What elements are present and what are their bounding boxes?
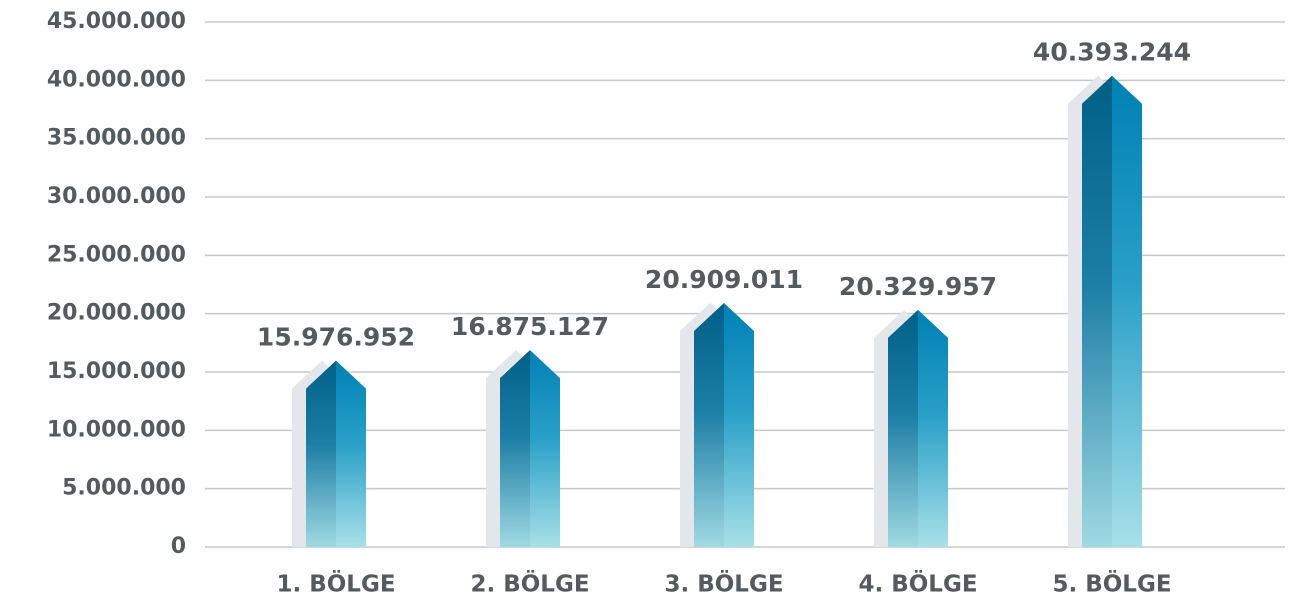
value-label: 20.909.011 <box>645 265 803 294</box>
y-tick-label: 20.000.000 <box>47 301 186 326</box>
x-tick-label: 2. BÖLGE <box>470 570 589 598</box>
bar-right <box>724 303 754 547</box>
bar-right <box>336 360 366 547</box>
value-label: 16.875.127 <box>451 312 609 341</box>
bar <box>500 350 560 547</box>
y-tick-label: 0 <box>171 534 186 559</box>
y-tick-label: 35.000.000 <box>47 126 186 151</box>
bar-left <box>306 360 336 547</box>
bar-right <box>530 350 560 547</box>
x-tick-label: 3. BÖLGE <box>664 570 783 598</box>
bar-right <box>1112 75 1142 547</box>
bar-left <box>500 350 530 547</box>
bar-right <box>918 309 948 547</box>
y-tick-label: 15.000.000 <box>47 359 186 384</box>
bar-left <box>694 303 724 547</box>
x-tick-label: 1. BÖLGE <box>276 570 395 598</box>
y-tick-label: 45.000.000 <box>47 9 186 34</box>
x-tick-label: 5. BÖLGE <box>1052 570 1171 598</box>
y-tick-label: 30.000.000 <box>47 184 186 209</box>
value-label: 15.976.952 <box>257 323 415 352</box>
bar <box>1082 75 1142 547</box>
y-tick-label: 10.000.000 <box>47 417 186 442</box>
bar-left <box>1082 75 1112 547</box>
bar <box>694 303 754 547</box>
value-label: 40.393.244 <box>1033 38 1191 67</box>
x-tick-label: 4. BÖLGE <box>858 570 977 598</box>
bar-left <box>888 309 918 547</box>
bar <box>306 360 366 547</box>
value-label: 20.329.957 <box>839 272 997 301</box>
y-tick-label: 5.000.000 <box>62 476 186 501</box>
y-tick-label: 25.000.000 <box>47 242 186 267</box>
bar <box>888 309 948 547</box>
y-tick-label: 40.000.000 <box>47 67 186 92</box>
